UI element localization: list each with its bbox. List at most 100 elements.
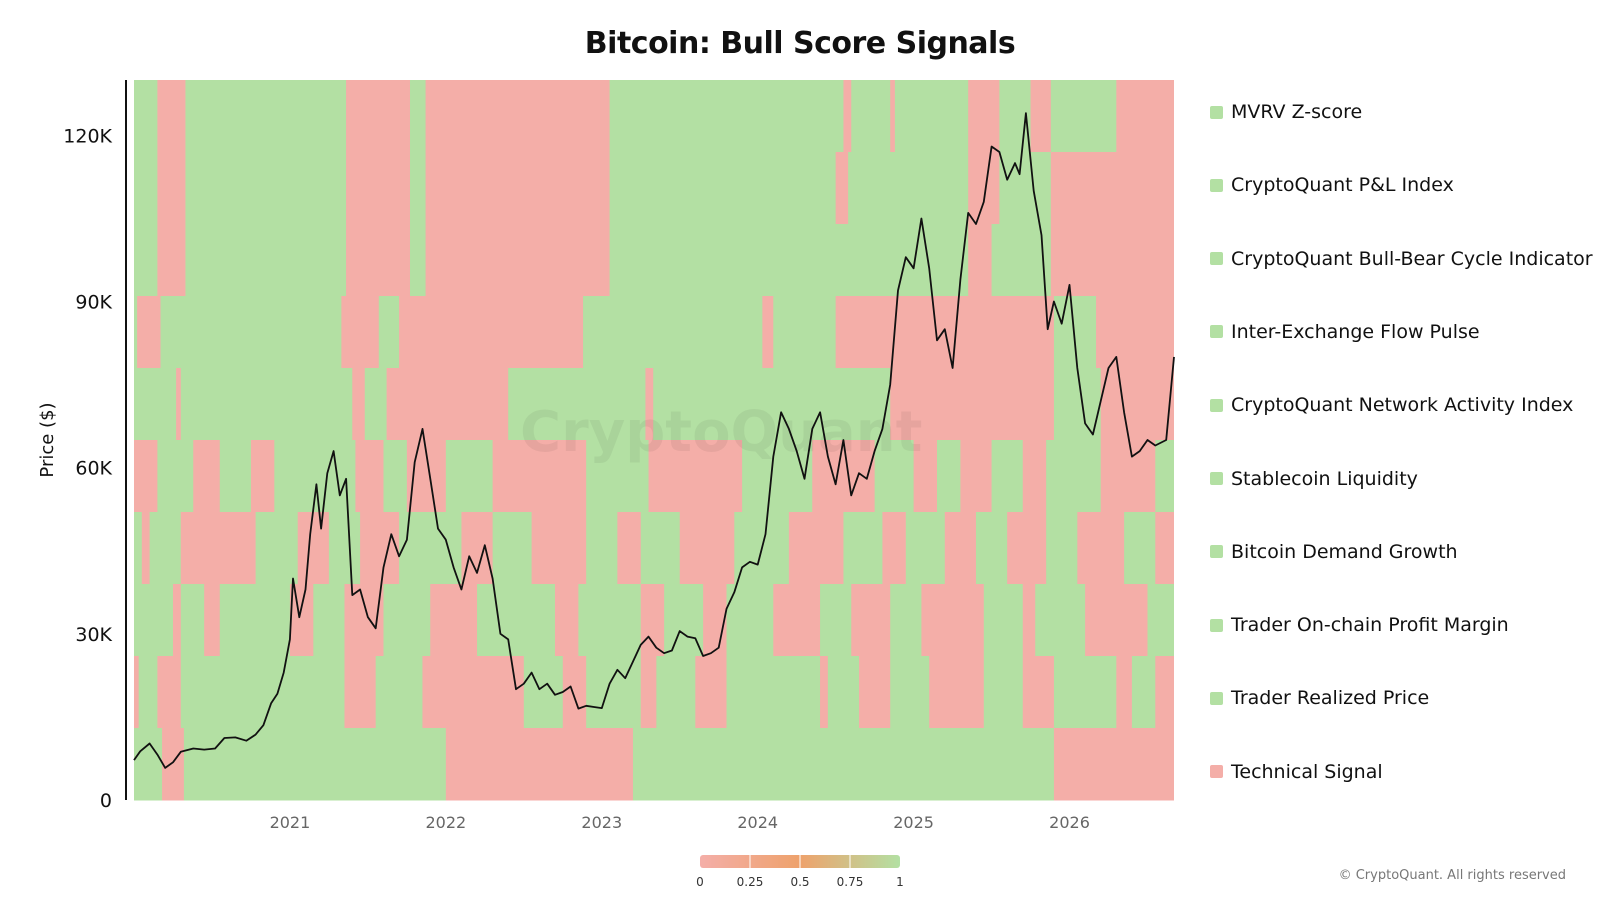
legend-item[interactable]: CryptoQuant P&L Index [1210, 173, 1454, 197]
legend-item[interactable]: Inter-Exchange Flow Pulse [1210, 320, 1480, 344]
heat-cell-6-7 [679, 512, 735, 585]
heat-cell-8-7 [820, 656, 828, 729]
y-tick-label: 120K [63, 125, 112, 147]
heat-cell-4-1 [352, 368, 365, 441]
heat-cell-0-2 [425, 80, 610, 153]
y-tick-label: 60K [75, 458, 112, 480]
heat-cell-5-11 [1100, 440, 1156, 513]
color-scale-label: 0.25 [737, 875, 764, 889]
y-tick-label: 90K [75, 292, 112, 314]
legend-label: Trader Realized Price [1231, 687, 1430, 710]
legend-label: CryptoQuant Bull-Bear Cycle Indicator [1231, 247, 1593, 270]
legend-item[interactable]: Bitcoin Demand Growth [1210, 540, 1458, 564]
heat-cell-1-4 [968, 152, 1000, 225]
heat-cell-6-5 [531, 512, 587, 585]
legend-item[interactable]: MVRV Z-score [1210, 100, 1362, 124]
legend-item[interactable]: Trader Realized Price [1210, 686, 1429, 710]
heat-cell-6-11 [1007, 512, 1047, 585]
legend-item[interactable]: Stablecoin Liquidity [1210, 467, 1418, 491]
heat-cell-8-8 [859, 656, 891, 729]
heat-cell-8-5 [640, 656, 657, 729]
heat-cell-4-0 [176, 368, 181, 441]
heat-cell-8-2 [344, 656, 376, 729]
legend-label: CryptoQuant Network Activity Index [1231, 394, 1574, 417]
x-tick-label: 2023 [581, 813, 622, 832]
heat-cell-6-12 [1077, 512, 1125, 585]
heat-cell-6-9 [882, 512, 906, 585]
heat-cell-5-3 [355, 440, 384, 513]
y-axis-label: Price ($) [37, 402, 58, 477]
legend-label: Trader On-chain Profit Margin [1231, 614, 1509, 637]
heat-cell-5-10 [1022, 440, 1047, 513]
price-line [133, 112, 1175, 769]
copyright: © CryptoQuant. All rights reserved [1338, 868, 1566, 883]
x-tick-label: 2025 [893, 813, 934, 832]
heat-cell-3-3 [762, 296, 774, 369]
legend-swatch [1210, 691, 1223, 705]
x-tick-label: 2022 [425, 813, 466, 832]
heat-cell-0-3 [843, 80, 852, 153]
legend-swatch [1210, 472, 1223, 485]
heat-cell-1-2 [425, 152, 610, 225]
heat-cell-1-5 [1050, 152, 1174, 225]
heat-cell-7-1 [204, 584, 220, 657]
legend-label: Technical Signal [1231, 760, 1383, 783]
heat-row-1 [134, 152, 1174, 225]
heat-cell-6-8 [788, 512, 844, 585]
legend-swatch [1210, 252, 1223, 266]
heat-cell-4-4 [890, 368, 1054, 441]
heat-cell-9-2 [1053, 728, 1174, 801]
heat-cell-5-5 [492, 440, 587, 513]
heat-cell-8-12 [1155, 656, 1174, 729]
heat-cell-9-0 [162, 728, 184, 801]
heat-cell-8-6 [695, 656, 727, 729]
heat-cell-6-1 [180, 512, 256, 585]
heat-cell-8-1 [157, 656, 181, 729]
legend-label: Inter-Exchange Flow Pulse [1231, 320, 1480, 343]
legend-swatch [1210, 765, 1223, 779]
legend-swatch [1210, 178, 1223, 192]
heat-cell-7-2 [289, 584, 314, 657]
heat-cell-6-13 [1155, 512, 1174, 585]
heat-cell-7-4 [430, 584, 478, 657]
x-tick-label: 2021 [270, 813, 311, 832]
heat-cell-2-1 [346, 224, 410, 297]
heat-cell-0-4 [890, 80, 895, 153]
heat-cell-1-1 [346, 152, 410, 225]
heat-cell-2-0 [157, 224, 186, 297]
heat-cell-6-2 [297, 512, 329, 585]
heat-cell-0-7 [1116, 80, 1174, 153]
heat-cell-8-10 [1022, 656, 1054, 729]
heat-cell-8-3 [422, 656, 524, 729]
heat-cell-7-12 [1085, 584, 1148, 657]
color-scale-label: 0 [696, 875, 704, 889]
heat-cell-1-0 [157, 152, 186, 225]
heat-cell-5-9 [960, 440, 992, 513]
heat-cell-5-8 [913, 440, 937, 513]
y-tick-label: 0 [100, 790, 112, 812]
heat-cell-2-3 [968, 224, 992, 297]
heat-cell-3-1 [341, 296, 379, 369]
heat-cell-0-1 [346, 80, 410, 153]
heat-cell-8-0 [134, 656, 139, 729]
legend-item[interactable]: CryptoQuant Network Activity Index [1210, 393, 1573, 417]
legend-item[interactable]: Trader On-chain Profit Margin [1210, 613, 1509, 637]
legend-swatch [1210, 545, 1223, 559]
legend-swatch [1210, 618, 1223, 632]
heat-cell-3-2 [399, 296, 584, 369]
heat-row-0 [134, 80, 1174, 153]
heat-cell-6-10 [944, 512, 976, 585]
heat-cell-2-2 [425, 224, 610, 297]
heat-cell-7-8 [773, 584, 821, 657]
legend-label: CryptoQuant P&L Index [1231, 174, 1454, 197]
color-scale-label: 0.75 [837, 875, 864, 889]
heat-cell-7-7 [703, 584, 727, 657]
heat-cell-7-6 [640, 584, 665, 657]
legend-item[interactable]: CryptoQuant Bull-Bear Cycle Indicator [1210, 247, 1593, 271]
heat-cell-3-0 [137, 296, 161, 369]
y-tick-label: 30K [75, 624, 112, 646]
legend-item[interactable]: Technical Signal [1210, 760, 1383, 784]
heat-row-2 [134, 224, 1174, 297]
heat-cell-8-4 [562, 656, 587, 729]
